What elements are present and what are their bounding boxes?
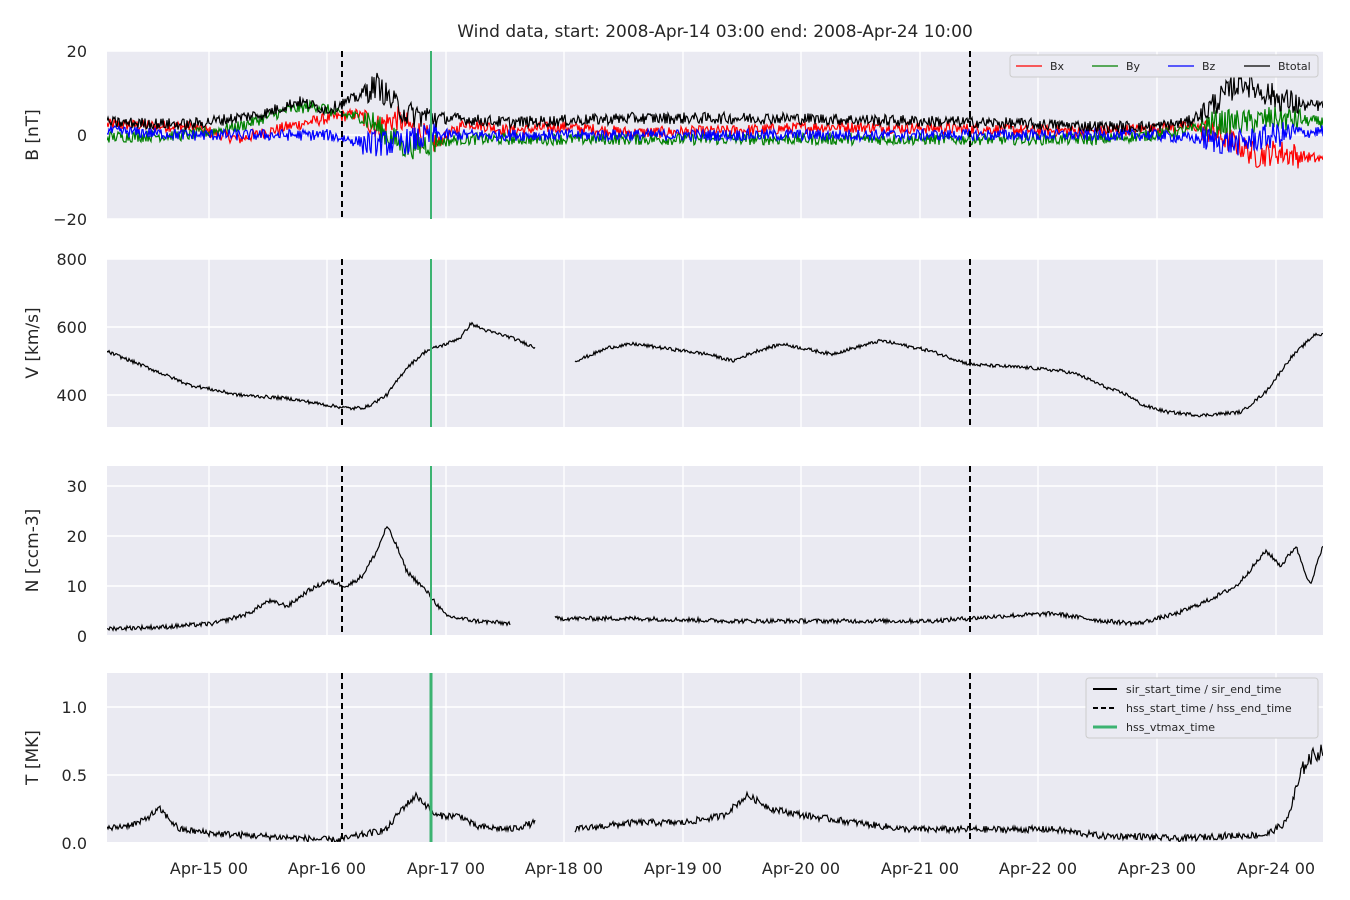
x-tick-label: Apr-19 00 (644, 859, 722, 878)
panel-1: 20 0 −20 B [nT] Bx By Bz Btotal (23, 42, 1323, 229)
y-tick-label: 30 (67, 477, 87, 496)
x-tick-label: Apr-24 00 (1237, 859, 1315, 878)
legend-label: hss_vtmax_time (1126, 721, 1215, 734)
plot-area (107, 259, 1323, 427)
y-tick-label: 1.0 (62, 698, 87, 717)
legend-label: Bz (1202, 60, 1216, 73)
y-tick-label: 20 (67, 527, 87, 546)
legend-event-markers: sir_start_time / sir_end_time hss_start_t… (1086, 678, 1318, 738)
y-axis-label: V [km/s] (23, 307, 43, 378)
y-tick-label: 0 (77, 126, 87, 145)
x-tick-label: Apr-18 00 (525, 859, 603, 878)
y-tick-label: −20 (53, 210, 87, 229)
x-tick-label: Apr-21 00 (881, 859, 959, 878)
chart-title: Wind data, start: 2008-Apr-14 03:00 end:… (457, 22, 973, 42)
plot-area (107, 466, 1323, 635)
x-tick-label: Apr-20 00 (762, 859, 840, 878)
panel-3: 30 20 10 0 N [ccm-3] (23, 466, 1323, 646)
x-tick-label: Apr-17 00 (407, 859, 485, 878)
y-tick-label: 400 (56, 386, 87, 405)
y-axis-label: T [MK] (23, 730, 43, 786)
legend-label: By (1126, 60, 1141, 73)
y-tick-label: 0.5 (62, 766, 87, 785)
x-tick-label: Apr-22 00 (999, 859, 1077, 878)
y-tick-label: 600 (56, 318, 87, 337)
legend-label: Btotal (1278, 60, 1311, 73)
legend-label: Bx (1050, 60, 1065, 73)
panel-2: 800 600 400 V [km/s] (23, 250, 1323, 427)
x-axis-ticks: Apr-15 00 Apr-16 00 Apr-17 00 Apr-18 00 Apr-… (170, 859, 1315, 878)
y-tick-label: 20 (67, 42, 87, 61)
x-tick-label: Apr-23 00 (1118, 859, 1196, 878)
y-tick-label: 0.0 (62, 834, 87, 853)
y-axis-label: N [ccm-3] (23, 509, 43, 593)
y-tick-label: 0 (77, 627, 87, 646)
y-tick-label: 10 (67, 577, 87, 596)
y-axis-label: B [nT] (23, 109, 43, 161)
x-tick-label: Apr-16 00 (288, 859, 366, 878)
y-tick-label: 800 (56, 250, 87, 269)
legend-b: Bx By Bz Btotal (1010, 55, 1318, 77)
legend-label: sir_start_time / sir_end_time (1126, 683, 1282, 696)
panels: 20 0 −20 B [nT] Bx By Bz Btotal 800 600 400 V [km/s… (23, 42, 1323, 853)
x-tick-label: Apr-15 00 (170, 859, 248, 878)
legend-label: hss_start_time / hss_end_time (1126, 702, 1292, 715)
